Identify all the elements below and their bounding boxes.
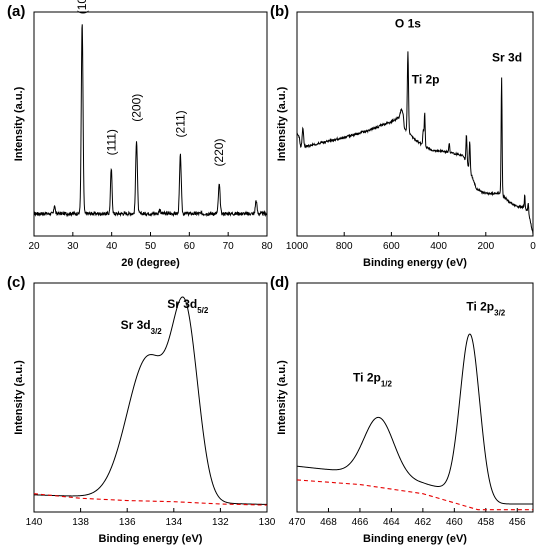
plot-frame: [296, 11, 534, 237]
x-tick-label: 132: [212, 517, 229, 528]
x-tick-label: 140: [26, 517, 43, 528]
x-tick-label: 470: [289, 517, 306, 528]
panel-a: 20 30 40 50 60 70 80 2θ (degree) Intensity (a.u.…: [7, 0, 273, 269]
x-tick-label: 400: [430, 241, 447, 252]
x-tick-label: 468: [320, 517, 337, 528]
x-tick-label: 464: [383, 517, 400, 528]
x-tick-label: 134: [165, 517, 182, 528]
peak-annotation-subscript: 5/2: [197, 306, 209, 315]
plot-frame: [296, 282, 534, 513]
x-tick-label: 30: [67, 241, 79, 252]
x-tick-label: 1000: [286, 241, 309, 252]
peak-annotation: Ti 2p: [412, 73, 440, 87]
y-axis-label: Intensity (a.u.): [13, 86, 25, 161]
x-tick-label: 458: [477, 517, 494, 528]
peak-annotation-subscript: 3/2: [494, 308, 506, 317]
peak-annotation: Sr 3d: [492, 50, 522, 64]
plot-frame: [33, 282, 268, 513]
x-tick-label: 466: [352, 517, 369, 528]
x-tick-label: 200: [477, 241, 494, 252]
panel-c: 140 138 136 134 132 130 Binding energy (eV) Int…: [7, 274, 276, 545]
x-tick-label: 600: [383, 241, 400, 252]
peak-annotation: (211): [173, 110, 187, 137]
x-tick-label: 460: [446, 517, 463, 528]
peak-annotation: (111): [104, 129, 118, 155]
panel-d: 470 468 466 464 462 460 458 456 Binding energy (…: [270, 274, 534, 545]
peak-annotation: Sr 3d3/2: [121, 318, 163, 336]
y-axis-label: Intensity (a.u.): [276, 360, 288, 435]
panel-label: (a): [7, 3, 25, 20]
x-axis-label: 2θ (degree): [121, 257, 180, 269]
spectrum-line: [296, 333, 533, 505]
x-tick-label: 136: [119, 517, 136, 528]
panel-label: (c): [7, 274, 25, 291]
peak-annotation: (200): [130, 94, 144, 122]
plot-frame: [33, 11, 268, 237]
peak-annotation-subscript: 3/2: [151, 326, 163, 335]
x-tick-label: 462: [415, 517, 432, 528]
panel-label: (b): [270, 3, 289, 20]
x-tick-label: 138: [72, 517, 89, 528]
peak-annotation: (220): [212, 139, 226, 167]
x-tick-label: 130: [259, 517, 276, 528]
background-fit-line: [296, 479, 533, 511]
spectrum-line: [33, 24, 268, 218]
peak-annotation-subscript: 1/2: [381, 379, 393, 388]
x-tick-label: 800: [336, 241, 353, 252]
x-tick-label: 80: [261, 241, 273, 252]
panel-b: 1000 800 600 400 200 0 Binding energy (eV) Inte…: [270, 3, 536, 269]
spectrum-line: [33, 296, 268, 505]
y-axis-label: Intensity (a.u.): [276, 86, 288, 161]
peak-annotation: Ti 2p1/2: [353, 370, 392, 388]
peak-annotation: (100): [75, 0, 89, 14]
x-axis-label: Binding energy (eV): [363, 533, 467, 545]
x-tick-label: 40: [106, 241, 118, 252]
x-axis-label: Binding energy (eV): [99, 533, 203, 545]
x-tick-label: 50: [145, 241, 157, 252]
spectrum-line: [296, 51, 534, 235]
peak-annotation: O 1s: [395, 17, 421, 31]
x-tick-label: 456: [509, 517, 526, 528]
panel-label: (d): [270, 274, 289, 291]
y-axis-label: Intensity (a.u.): [13, 360, 25, 435]
x-tick-label: 70: [223, 241, 235, 252]
x-tick-label: 0: [530, 241, 536, 252]
x-tick-label: 60: [184, 241, 196, 252]
x-tick-label: 20: [28, 241, 40, 252]
x-axis-label: Binding energy (eV): [363, 257, 467, 269]
peak-annotation: Ti 2p3/2: [466, 299, 505, 317]
